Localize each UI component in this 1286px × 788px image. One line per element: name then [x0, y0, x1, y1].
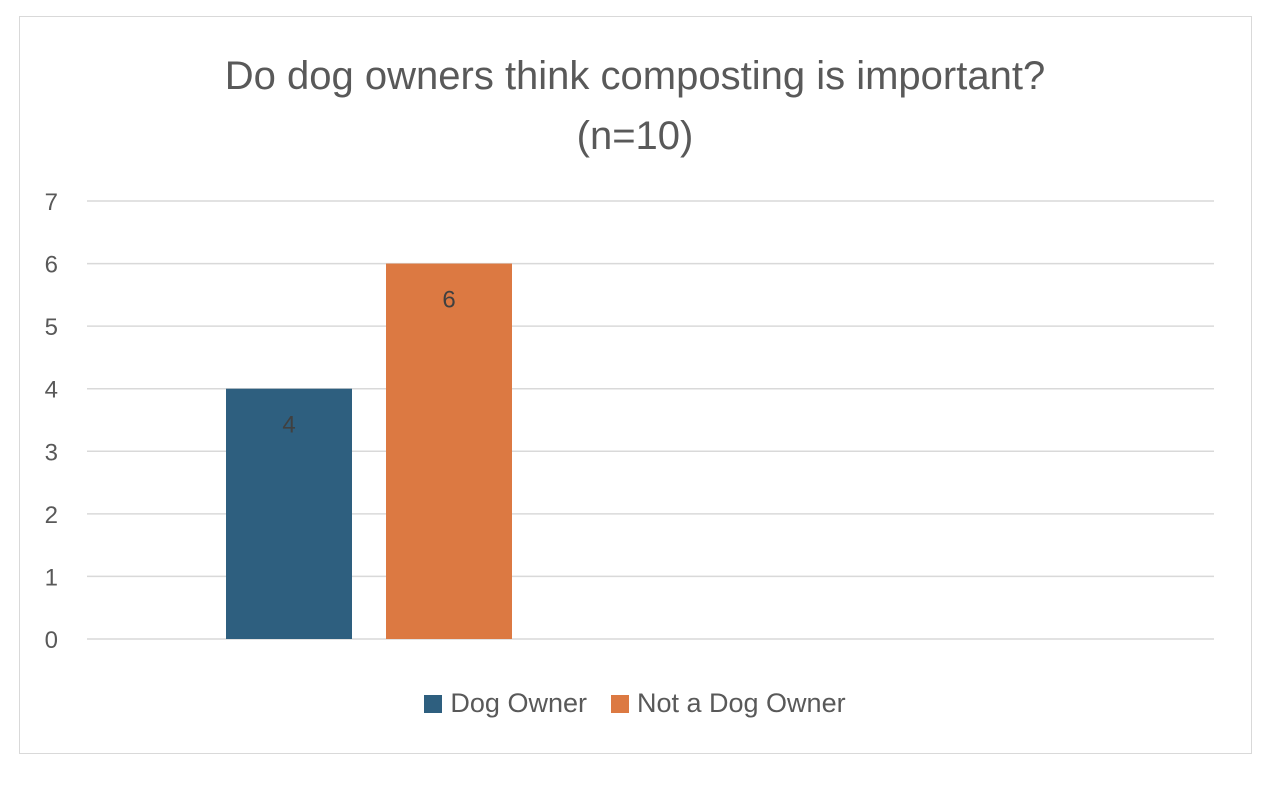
legend-item-dog-owner: Dog Owner: [424, 688, 587, 719]
chart-title-line1: Do dog owners think composting is import…: [224, 54, 1046, 98]
data-labels: 46: [282, 287, 455, 439]
legend-swatch-dog-owner: [424, 694, 443, 713]
y-tick-label: 1: [45, 564, 58, 591]
y-tick-label: 0: [45, 627, 58, 654]
chart-frame: [19, 16, 1252, 754]
legend: Dog Owner Not a Dog Owner: [0, 688, 1270, 719]
bar-not-a-dog-owner: [386, 263, 512, 639]
y-tick-label: 6: [45, 252, 58, 279]
legend-swatch-not-a-dog-owner: [610, 694, 629, 713]
bar-dog-owner: [226, 388, 352, 639]
chart-title: Do dog owners think composting is import…: [0, 46, 1270, 166]
y-axis-ticks: 0 1 2 3 4 5 6 7: [45, 189, 58, 654]
y-tick-label: 5: [45, 314, 58, 341]
data-label-not-a-dog-owner: 6: [442, 287, 455, 314]
legend-label-dog-owner: Dog Owner: [450, 688, 587, 718]
data-label-dog-owner: 4: [282, 412, 295, 439]
y-tick-label: 7: [45, 189, 58, 216]
y-tick-label: 3: [45, 439, 58, 466]
y-tick-label: 2: [45, 502, 58, 529]
chart-title-line2: (n=10): [576, 114, 694, 158]
legend-label-not-a-dog-owner: Not a Dog Owner: [636, 688, 846, 718]
bars: [226, 263, 512, 639]
y-tick-label: 4: [45, 377, 58, 404]
legend-item-not-a-dog-owner: Not a Dog Owner: [610, 688, 846, 719]
